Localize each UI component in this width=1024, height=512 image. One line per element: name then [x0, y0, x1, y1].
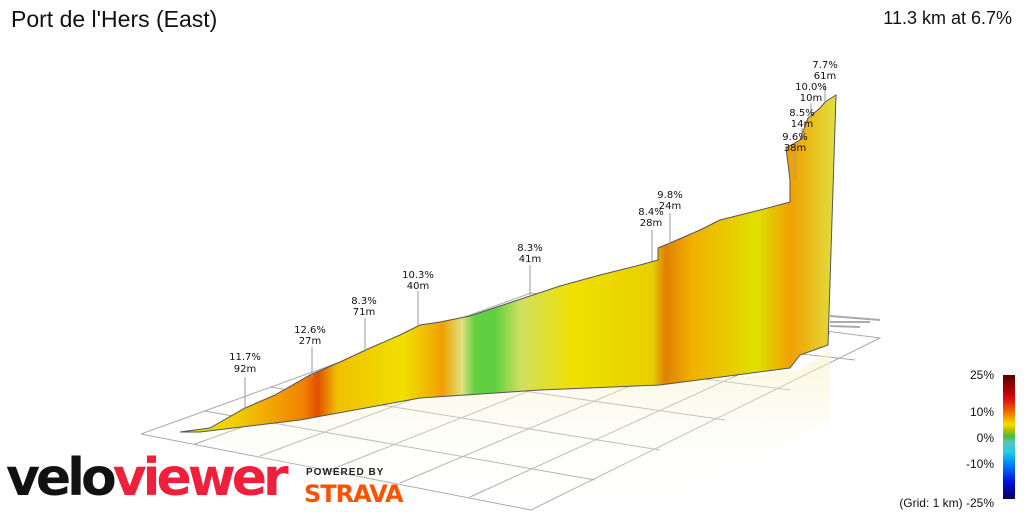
- powered-by-label: POWERED BY: [306, 467, 385, 478]
- svg-text:28m: 28m: [640, 218, 662, 229]
- legend-label-0: 0%: [976, 431, 994, 445]
- logo-velo: velo: [6, 448, 117, 508]
- svg-text:92m: 92m: [234, 364, 256, 375]
- profile-reflection: [180, 350, 830, 510]
- svg-text:9.8%: 9.8%: [657, 190, 682, 201]
- svg-text:27m: 27m: [299, 336, 321, 347]
- svg-text:14m: 14m: [791, 119, 813, 130]
- svg-text:38m: 38m: [784, 143, 806, 154]
- svg-text:8.3%: 8.3%: [351, 296, 376, 307]
- svg-text:61m: 61m: [814, 71, 836, 82]
- svg-text:9.6%: 9.6%: [782, 132, 807, 143]
- svg-text:12.6%: 12.6%: [294, 325, 326, 336]
- svg-text:10m: 10m: [800, 93, 822, 104]
- svg-text:10.0%: 10.0%: [795, 82, 827, 93]
- svg-text:24m: 24m: [659, 201, 681, 212]
- strava-logo[interactable]: STRAVA: [304, 480, 404, 508]
- climb-summary: 11.3 km at 6.7%: [883, 8, 1012, 28]
- legend-label-min: (Grid: 1 km) -25%: [899, 496, 994, 510]
- logo-viewer: viewer: [112, 448, 289, 508]
- legend-label-10: 10%: [969, 405, 994, 419]
- svg-text:11.7%: 11.7%: [229, 352, 261, 363]
- gradient-colorbar: [1003, 375, 1015, 499]
- veloviewer-logo[interactable]: veloviewer: [6, 452, 289, 504]
- svg-text:7.7%: 7.7%: [812, 60, 837, 71]
- profile-wall: [179, 94, 837, 433]
- svg-text:8.4%: 8.4%: [638, 207, 663, 218]
- svg-text:8.3%: 8.3%: [517, 243, 542, 254]
- svg-text:40m: 40m: [407, 281, 429, 292]
- segment-annotations: 11.7% 92m 12.6% 27m 8.3% 71m 10.3% 40m 8…: [229, 60, 838, 375]
- legend-label-max: 25%: [969, 368, 994, 382]
- svg-text:10.3%: 10.3%: [402, 270, 434, 281]
- legend-label-neg10: -10%: [965, 457, 994, 471]
- svg-text:71m: 71m: [353, 307, 375, 318]
- page-title: Port de l'Hers (East): [11, 6, 218, 32]
- svg-text:41m: 41m: [519, 254, 541, 265]
- svg-text:8.5%: 8.5%: [789, 108, 814, 119]
